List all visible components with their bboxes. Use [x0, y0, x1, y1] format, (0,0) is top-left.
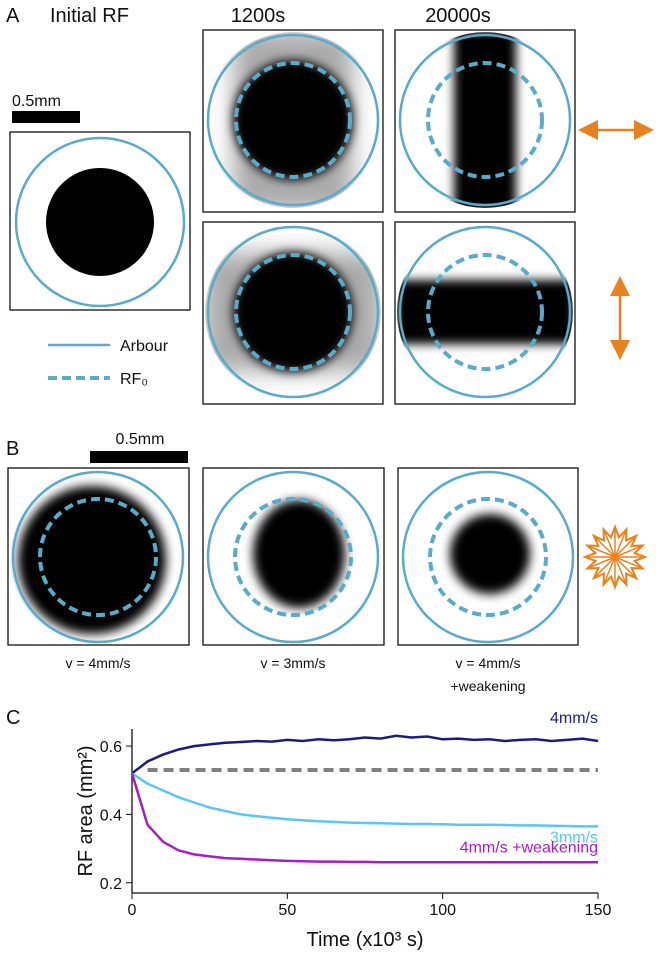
icon-star — [582, 524, 648, 590]
x-tick-label: 0 — [128, 902, 137, 919]
legend-label: RF₀ — [120, 371, 148, 388]
caption: v = 4mm/s — [66, 655, 131, 671]
column-title: 1200s — [231, 5, 286, 27]
panel-label: C — [6, 707, 20, 729]
icon-spoke — [588, 556, 616, 569]
icon-spoke — [603, 556, 616, 584]
series-label: 3mm/s — [550, 829, 598, 846]
x-axis-title: Time (x10³ s) — [306, 929, 423, 951]
caption: +weakening — [450, 678, 525, 694]
x-tick-label: 50 — [278, 902, 296, 919]
rf-panel — [394, 29, 576, 213]
scale-label: 0.5mm — [116, 431, 165, 448]
y-axis-title: RF area (mm²) — [75, 745, 97, 876]
icon-spoke — [614, 556, 636, 578]
scale-bar — [12, 111, 80, 123]
icon-spoke — [614, 556, 627, 584]
icon-spoke — [588, 545, 616, 558]
series-label: 4mm/s +weakening — [460, 839, 598, 856]
column-title: Initial RF — [50, 5, 129, 27]
scale-label: 0.5mm — [12, 93, 61, 110]
legend-label: Arbour — [120, 338, 169, 355]
series-line — [130, 773, 598, 864]
direction-icon — [582, 524, 648, 590]
icon-spoke — [614, 536, 636, 558]
rf-panel — [202, 29, 384, 213]
series-line — [131, 772, 598, 828]
panel-label: A — [6, 5, 20, 27]
series-line — [131, 734, 599, 775]
rf-panel — [7, 467, 190, 646]
column-title: 20000s — [425, 5, 491, 27]
series-label: 4mm/s — [550, 710, 598, 727]
icon-spoke — [594, 556, 616, 578]
panel-label: B — [6, 438, 19, 460]
icon-spoke — [603, 530, 616, 558]
rf-panel — [397, 467, 579, 646]
y-tick-label: 0.4 — [100, 807, 122, 824]
rf-panel — [202, 467, 385, 646]
caption: v = 3mm/s — [261, 655, 326, 671]
x-tick-label: 150 — [585, 902, 612, 919]
y-tick-label: 0.6 — [100, 739, 122, 756]
icon-spoke — [594, 536, 616, 558]
rf-panel — [394, 221, 576, 405]
icon-spoke — [614, 530, 627, 558]
caption: v = 4mm/s — [456, 655, 521, 671]
icon-spoke — [614, 545, 642, 558]
scale-bar — [90, 451, 188, 463]
rf-panel — [9, 131, 191, 311]
x-tick-label: 100 — [429, 902, 456, 919]
y-tick-label: 0.2 — [100, 876, 122, 893]
chart: 0.2 0.4 0.6 0 50 100 150 Time (x10³ s) RF area (… — [75, 710, 611, 951]
icon-spoke — [614, 556, 642, 569]
rf-panel — [202, 221, 384, 405]
